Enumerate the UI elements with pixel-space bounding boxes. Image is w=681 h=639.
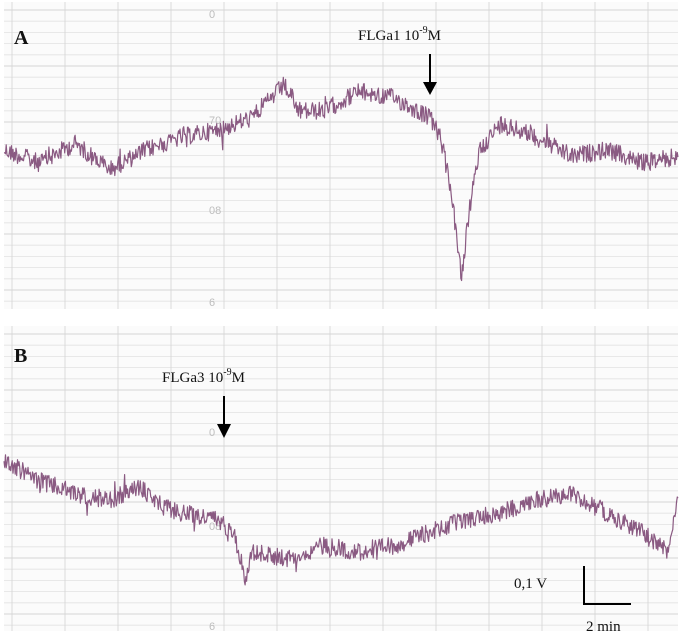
annotation-a: FLGa1 10-9M xyxy=(358,25,441,44)
trace-b xyxy=(3,454,679,586)
panel-label-a: A xyxy=(14,27,29,49)
annotation-a-unit: M xyxy=(428,28,441,44)
panel-label-b: B xyxy=(14,345,27,367)
paper-number-b-3: 6 xyxy=(209,621,215,633)
paper-number-a-4: 6 xyxy=(209,297,215,309)
annotation-b-label: FLGa3 10 xyxy=(162,370,223,386)
arrow-a xyxy=(423,54,437,95)
scale-bar: 0,1 V 2 min xyxy=(514,566,631,635)
paper-number-a-1: 0 xyxy=(209,9,215,21)
scale-bar-horizontal-label: 2 min xyxy=(586,619,621,635)
chart-paper-b xyxy=(4,326,678,631)
annotation-a-exponent: -9 xyxy=(419,25,427,36)
grid-b xyxy=(4,326,678,631)
trace-a xyxy=(3,76,679,282)
paper-number-a-2: 70 xyxy=(209,115,221,127)
annotation-b-exponent: -9 xyxy=(223,367,231,378)
panel-b: 0 08 6 B FLGa3 10-9M 0,1 V 2 min xyxy=(3,326,679,635)
paper-number-b-2: 08 xyxy=(209,521,221,533)
arrow-b xyxy=(217,396,231,438)
scale-bar-vertical-label: 0,1 V xyxy=(514,576,547,592)
panel-a: 0 70 08 6 A FLGa1 10-9M xyxy=(3,2,679,309)
annotation-b-unit: M xyxy=(232,370,245,386)
annotation-b: FLGa3 10-9M xyxy=(162,367,245,386)
grid-a xyxy=(4,2,678,309)
annotation-a-label: FLGa1 10 xyxy=(358,28,419,44)
paper-number-a-3: 08 xyxy=(209,205,221,217)
paper-number-b-1: 0 xyxy=(209,427,215,439)
